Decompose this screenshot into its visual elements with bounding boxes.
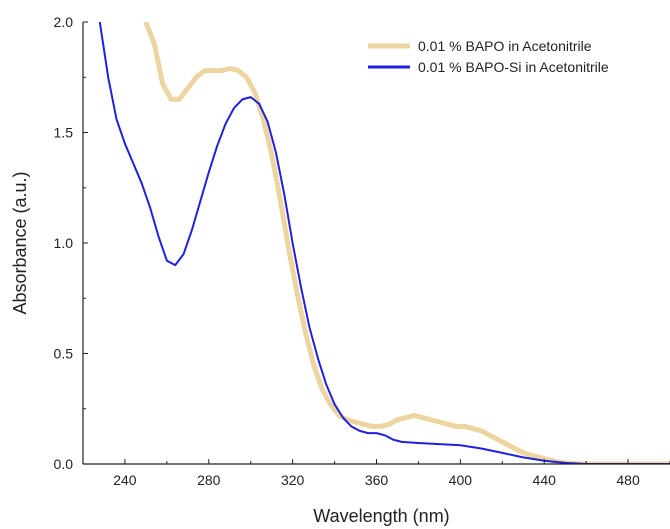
x-tick-label: 360 xyxy=(365,472,389,488)
x-tick-label: 320 xyxy=(281,472,305,488)
series-line-1 xyxy=(143,22,670,464)
x-tick-label: 400 xyxy=(449,472,473,488)
legend-label-2: 0.01 % BAPO-Si in Acetonitrile xyxy=(418,59,609,75)
x-tick-label: 480 xyxy=(616,472,640,488)
x-axis-label: Wavelength (nm) xyxy=(313,506,449,526)
y-tick-label: 0.0 xyxy=(54,456,74,472)
y-tick-label: 1.0 xyxy=(54,235,74,251)
series-line-2 xyxy=(98,22,670,464)
ticks-layer: 240 280 320 360 400 440 480 0.0 0.5 1.0 1.5 2.0 xyxy=(54,14,670,488)
y-tick-label: 2.0 xyxy=(54,14,74,30)
y-tick-label: 0.5 xyxy=(54,346,74,362)
y-axis-label: Absorbance (a.u.) xyxy=(10,171,30,314)
x-tick-label: 440 xyxy=(533,472,557,488)
legend-label-1: 0.01 % BAPO in Acetonitrile xyxy=(418,38,592,54)
axes-layer xyxy=(82,22,670,465)
legend: 0.01 % BAPO in Acetonitrile 0.01 % BAPO-S… xyxy=(368,38,609,75)
x-tick-label: 240 xyxy=(113,472,137,488)
x-tick-label: 280 xyxy=(197,472,221,488)
series-layer xyxy=(98,22,670,464)
y-tick-label: 1.5 xyxy=(54,125,74,141)
